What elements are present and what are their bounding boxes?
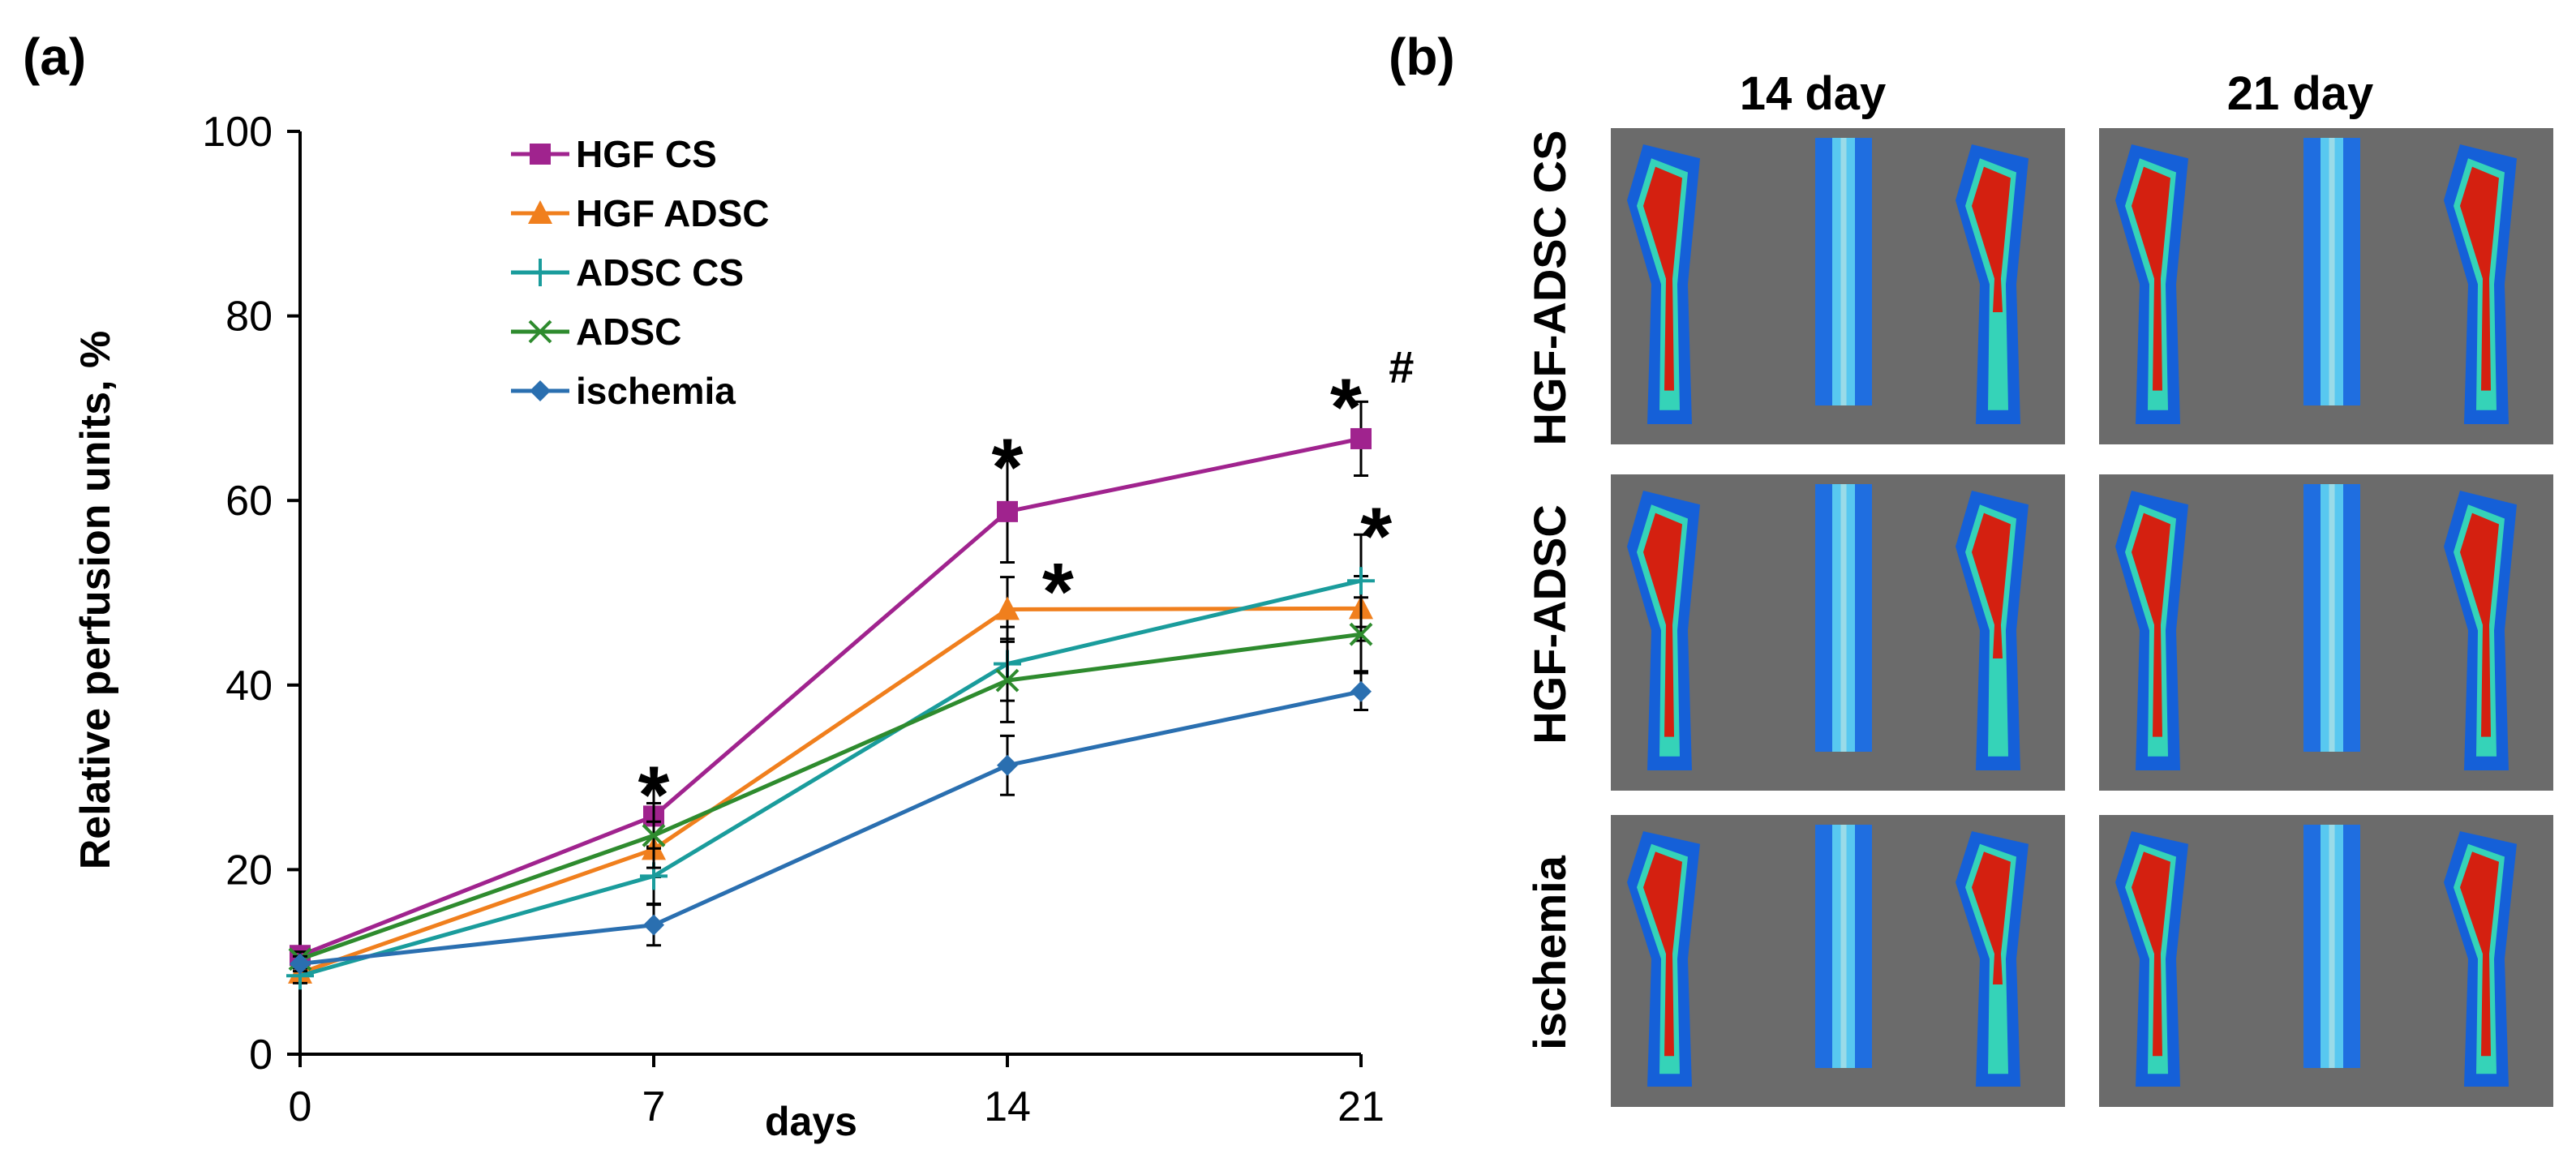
legend-marker [526,259,554,286]
panel-a-label: (a) [23,28,86,86]
axes: 0 20 40 60 80 100 0 7 14 21 [202,109,1385,1130]
limb-image [2115,831,2188,1087]
y-tick-label: 100 [202,109,273,156]
data-point [1349,622,1373,646]
limb-image [1627,144,1700,424]
series-layer [286,400,1375,990]
data-point [997,754,1018,776]
y-tick-label: 20 [225,847,273,894]
tail-image [1815,138,1872,405]
legend-marker [528,200,552,224]
significance-hash: # [1389,341,1414,392]
series-line [299,606,1362,976]
legend-label: ADSC [576,311,681,353]
series-line [299,578,1362,978]
limb-image [1627,831,1700,1087]
annotation-layer: **** #* [638,341,1415,840]
line-chart: Relative perfusion units, % days 0 20 40 60… [72,109,1414,1144]
row-label-hgf-adsc-cs: HGF-ADSC CS [1524,131,1575,446]
data-point [997,500,1018,522]
legend-item: ADSC CS [511,251,744,294]
y-tick-label: 40 [225,663,273,710]
y-tick-label: 60 [225,478,273,525]
tail-image [1815,484,1872,752]
series-adsc-cs [286,533,1375,990]
legend-marker [530,144,551,165]
legend-item: ischemia [511,370,736,412]
row-label-ischemia: ischemia [1524,855,1575,1050]
limb-image [1956,831,2029,1087]
legend-item: HGF ADSC [511,192,770,234]
significance-star: * [1042,547,1074,637]
data-point [642,823,666,847]
tail-image [2303,138,2360,405]
col-header-14-day: 14 day [1740,67,1887,120]
limb-image [1627,491,1700,770]
perfusion-image [1611,474,2065,791]
legend-item: HGF CS [511,133,717,175]
legend-label: ADSC CS [576,251,744,294]
x-tick-label: 21 [1337,1083,1385,1130]
significance-star: * [638,749,670,840]
legend-label: HGF ADSC [576,192,770,234]
legend-item: ADSC [511,311,681,353]
limb-image [2444,491,2517,770]
legend-marker [530,380,551,401]
perfusion-image [1611,815,2065,1107]
limb-image [2444,144,2517,424]
tail-image [1815,825,1872,1068]
series-hgf-cs [290,400,1372,967]
perfusion-image [2099,474,2553,791]
significance-star: * [992,422,1024,513]
series-adsc [288,596,1373,971]
y-axis-label: Relative perfusion units, % [72,331,119,870]
panel-b-label: (b) [1389,28,1455,86]
series-line [299,436,1362,958]
data-point [643,914,664,936]
data-point [995,596,1020,620]
data-point [290,953,311,975]
data-point [1350,680,1372,702]
series-line [299,632,1362,962]
series-hgf-adsc [288,575,1373,984]
row-label-hgf-adsc: HGF-ADSC [1524,504,1575,744]
significance-star: * [1360,491,1392,582]
perfusion-image-grid [1611,128,2553,1107]
legend: HGF CS HGF ADSC ADSC CS ADSC ischemia [511,133,770,412]
legend-label: HGF CS [576,133,717,175]
series-ischemia [290,671,1372,975]
y-tick-label: 80 [225,294,273,341]
significance-star: * [1330,362,1362,452]
x-tick-label: 0 [289,1083,312,1130]
limb-image [1956,144,2029,424]
data-point [995,668,1020,693]
limb-image [2115,491,2188,770]
x-tick-label: 14 [984,1083,1031,1130]
data-point [1350,427,1372,449]
legend-marker [528,320,552,344]
x-tick-label: 7 [642,1083,666,1130]
tail-image [2303,825,2360,1068]
limb-image [1956,491,2029,770]
perfusion-image [1611,128,2065,444]
tail-image [2303,484,2360,752]
col-header-21-day: 21 day [2227,67,2374,120]
limb-image [2115,144,2188,424]
series-line [299,689,1362,966]
perfusion-image [2099,815,2553,1107]
x-axis-label: days [765,1099,857,1144]
perfusion-image [2099,128,2553,444]
y-tick-label: 0 [249,1031,273,1079]
legend-label: ischemia [576,370,736,412]
data-point [1347,567,1375,595]
limb-image [2444,831,2517,1087]
